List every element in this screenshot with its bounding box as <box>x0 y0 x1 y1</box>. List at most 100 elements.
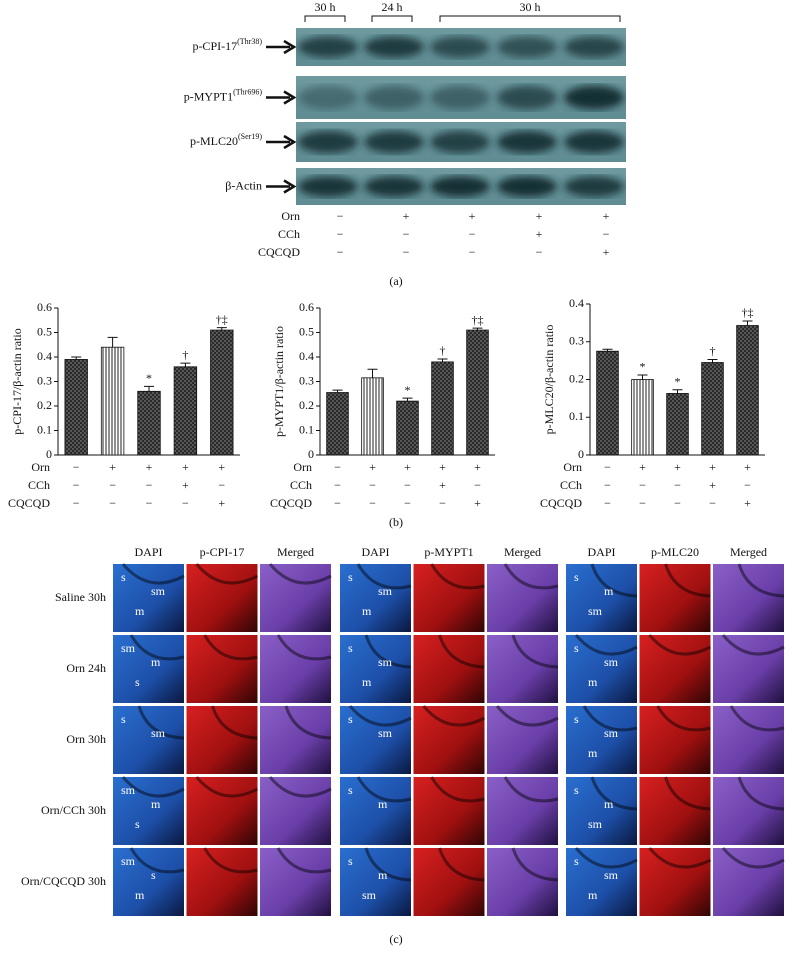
y-tick-label: 0.3 <box>299 373 314 387</box>
blot-band <box>564 36 624 58</box>
micrograph <box>413 706 485 774</box>
column-header: DAPI <box>134 545 162 559</box>
region-label: sm <box>121 783 136 797</box>
region-label: m <box>588 675 598 689</box>
micrograph <box>113 848 184 916</box>
treatment-label: Orn <box>293 460 312 474</box>
region-label: sm <box>151 584 166 598</box>
significance-mark: † <box>710 344 716 358</box>
significance-mark: * <box>675 374 681 388</box>
treatment-sign: + <box>218 496 225 510</box>
region-label: s <box>574 783 579 797</box>
region-label: sm <box>121 641 136 655</box>
treatment-sign: + <box>603 209 610 223</box>
tissue-layer <box>422 705 486 727</box>
micrograph <box>566 635 637 703</box>
blot-strip <box>296 168 626 205</box>
treatment-sign: − <box>744 478 751 492</box>
region-label: s <box>135 675 140 689</box>
treatment-sign: + <box>709 460 716 474</box>
treatment-sign: − <box>674 478 681 492</box>
micrograph <box>639 564 711 632</box>
tissue-layer <box>356 563 412 590</box>
blot-band <box>298 85 358 110</box>
region-label: sm <box>151 726 166 740</box>
treatment-sign: − <box>536 245 543 259</box>
micrograph <box>186 777 258 845</box>
treatment-sign: − <box>604 496 611 510</box>
treatment-sign: − <box>403 227 410 241</box>
region-label: m <box>378 797 388 811</box>
region-label: s <box>348 783 353 797</box>
phospho-site: (Ser19) <box>238 132 262 141</box>
protein-name: p-MLC20 <box>190 134 238 148</box>
time-label: 30 h <box>315 0 336 14</box>
blot-bands <box>298 176 624 197</box>
time-label: 30 h <box>520 0 541 14</box>
column-header: p-CPI-17 <box>200 545 245 559</box>
region-label: s <box>574 570 579 584</box>
region-label: m <box>378 868 388 882</box>
error-bar <box>472 327 483 331</box>
row-label: Orn/CQCQD 30h <box>21 874 106 888</box>
treatment-sign: + <box>709 478 716 492</box>
tissue-layer <box>430 563 485 590</box>
blot-label: p-MYPT1(Thr696) <box>184 87 263 103</box>
bracket <box>371 15 413 22</box>
tissue-layer <box>438 847 485 882</box>
micrograph <box>186 635 258 703</box>
panel-caption: (c) <box>389 932 402 946</box>
micrograph <box>487 706 558 774</box>
micrograph <box>260 848 331 916</box>
treatment-sign: + <box>744 496 751 510</box>
bar <box>64 359 88 456</box>
treatment-sign: − <box>109 478 116 492</box>
bar <box>326 392 349 456</box>
tissue-layer <box>729 705 785 732</box>
treatment-sign: − <box>604 460 611 474</box>
error-bar <box>602 348 613 352</box>
y-axis-label: p-CPI-17/β-actin ratio <box>10 328 24 434</box>
micrograph <box>566 564 637 632</box>
micrograph <box>260 635 331 703</box>
y-tick-label: 0.1 <box>299 422 314 436</box>
treatment-sign: − <box>709 496 716 510</box>
tissue-layer <box>737 563 785 598</box>
y-tick-label: 0 <box>578 447 584 461</box>
tissue-layer <box>721 847 785 869</box>
tissue-layer <box>430 776 485 803</box>
micrograph <box>566 777 637 845</box>
micrograph <box>713 706 784 774</box>
treatment-sign: + <box>439 460 446 474</box>
blot-band <box>564 85 624 110</box>
region-label: s <box>574 712 579 726</box>
y-tick-label: 0.5 <box>299 324 314 338</box>
region-label: s <box>574 854 579 868</box>
blot-band <box>564 176 624 197</box>
treatment-sign: − <box>146 478 153 492</box>
y-tick-label: 0.2 <box>299 398 314 412</box>
region-label: s <box>135 817 140 831</box>
tissue-layer <box>590 563 638 598</box>
treatment-sign: − <box>469 227 476 241</box>
treatment-sign: + <box>603 245 610 259</box>
time-label: 24 h <box>382 0 403 14</box>
bar <box>736 325 759 456</box>
blot-band <box>364 130 424 154</box>
treatment-sign: − <box>334 460 341 474</box>
blot-bands <box>298 85 624 110</box>
bar <box>701 362 724 456</box>
protein-name: p-CPI-17 <box>192 39 237 53</box>
treatment-sign: − <box>73 496 80 510</box>
micrograph <box>113 777 184 845</box>
region-label: s <box>574 641 579 655</box>
error-bar <box>216 327 227 331</box>
tissue-layer <box>137 705 185 740</box>
blot-label: β-Actin <box>225 178 262 192</box>
row-label: Saline 30h <box>55 590 106 604</box>
y-tick-label: 0.3 <box>569 334 584 348</box>
treatment-sign: − <box>334 478 341 492</box>
bar <box>361 377 384 456</box>
bar <box>631 379 654 456</box>
region-label: sm <box>378 655 393 669</box>
